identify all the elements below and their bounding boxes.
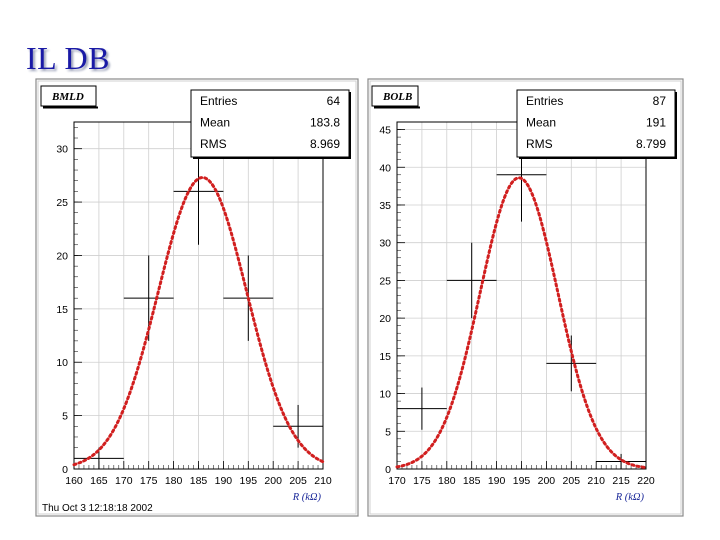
x-tick-label: 195 [240, 475, 258, 487]
histogram-title: BOLB [382, 91, 412, 103]
y-tick-label: 20 [56, 250, 68, 262]
x-tick-label: 220 [637, 475, 655, 487]
stats-label: RMS [526, 137, 553, 151]
x-tick-label: 210 [587, 475, 605, 487]
chart-bolb: 170 175 180 185 190 195 200 205 210 215 220 0 5 10 15 2… [367, 78, 684, 517]
slide-title: IL DB [26, 40, 110, 76]
fit-curve [72, 176, 325, 467]
y-tick-label: 25 [56, 197, 68, 209]
histogram-title: BMLD [51, 91, 84, 103]
stats-value: 64 [327, 94, 341, 108]
stats-box [190, 89, 350, 158]
y-tick-label: 0 [385, 464, 391, 476]
y-tick-label: 10 [379, 389, 391, 401]
y-tick-label: 25 [379, 275, 391, 287]
x-tick-label: 185 [463, 475, 481, 487]
x-tick-label: 195 [513, 475, 531, 487]
x-tick-label: 205 [563, 475, 581, 487]
pad-inner-frame [37, 80, 357, 515]
x-tick-label: 190 [215, 475, 233, 487]
y-tick-label: 30 [379, 238, 391, 250]
stats-label: Mean [526, 116, 556, 130]
stats-label: RMS [200, 137, 227, 151]
title-box [40, 85, 97, 107]
x-axis-label: R (kΩ) [615, 492, 645, 503]
x-tick-label: 200 [538, 475, 556, 487]
stats-label: Mean [200, 116, 230, 130]
y-tick-label: 45 [379, 125, 391, 137]
y-tick-label: 5 [62, 411, 68, 423]
x-tick-label: 160 [65, 475, 83, 487]
x-tick-label: 170 [388, 475, 406, 487]
x-tick-label: 175 [140, 475, 158, 487]
y-tick-label: 15 [379, 351, 391, 363]
x-tick-label: 190 [488, 475, 506, 487]
stats-value: 191 [646, 116, 666, 130]
x-tick-label: 165 [90, 475, 108, 487]
x-tick-label: 200 [264, 475, 282, 487]
y-tick-label: 30 [56, 144, 68, 156]
stats-box [516, 89, 676, 158]
x-tick-label: 180 [165, 475, 183, 487]
stats-value: 8.969 [310, 137, 340, 151]
y-tick-label: 35 [379, 200, 391, 212]
x-axis-label: R (kΩ) [292, 492, 322, 503]
x-tick-label: 185 [190, 475, 208, 487]
timestamp-footer: Thu Oct 3 12:18:18 2002 [42, 503, 153, 514]
y-tick-label: 0 [62, 464, 68, 476]
chart-bmld: 160 165 170 175 180 185 190 195 200 205 210 0 5 10 15 2… [35, 78, 359, 517]
x-tick-label: 205 [289, 475, 307, 487]
fit-curve [395, 176, 648, 470]
y-tick-label: 5 [385, 426, 391, 438]
x-tick-label: 175 [413, 475, 431, 487]
title-box [371, 85, 419, 107]
x-tick-label: 215 [612, 475, 630, 487]
pad-inner-frame [369, 80, 682, 515]
stats-label: Entries [526, 94, 563, 108]
stats-label: Entries [200, 94, 237, 108]
x-tick-label: 210 [314, 475, 332, 487]
y-tick-label: 40 [379, 162, 391, 174]
y-tick-label: 15 [56, 304, 68, 316]
x-tick-label: 180 [438, 475, 456, 487]
stats-value: 8.799 [636, 137, 666, 151]
stats-value: 87 [653, 94, 667, 108]
y-tick-label: 20 [379, 313, 391, 325]
y-tick-label: 10 [56, 357, 68, 369]
stats-value: 183.8 [310, 116, 340, 130]
x-tick-label: 170 [115, 475, 133, 487]
